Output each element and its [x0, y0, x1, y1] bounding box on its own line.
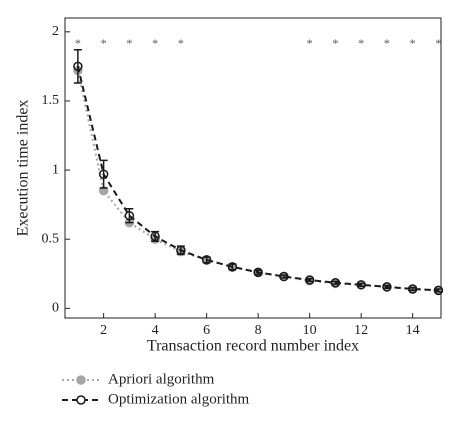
error-bar [73, 49, 82, 84]
x-tick-label: 12 [354, 323, 368, 338]
x-tick-label: 10 [303, 323, 317, 338]
series-line [76, 70, 439, 292]
significance-marker: * [307, 36, 313, 50]
data-point [382, 282, 392, 292]
error-bar [151, 230, 160, 243]
significance-marker: * [358, 36, 364, 50]
error-bar [382, 284, 391, 290]
plot-frame [64, 17, 442, 319]
data-point [407, 284, 418, 294]
error-bar [434, 288, 443, 293]
x-tick-label: 14 [406, 323, 420, 338]
x-tick-label: 8 [255, 323, 262, 338]
x-axis-label: Transaction record number index [147, 338, 359, 355]
significance-marker: * [332, 36, 338, 50]
significance-marker: * [435, 36, 441, 50]
significance-marker: * [75, 36, 81, 50]
error-bar [254, 269, 263, 276]
data-point [330, 277, 341, 288]
legend-label: Apriori algorithm [108, 371, 215, 387]
data-point [279, 271, 289, 282]
error-bar [99, 159, 108, 189]
legend-marker [76, 375, 86, 385]
significance-marker: * [101, 36, 107, 50]
data-point [98, 169, 109, 179]
data-point [176, 245, 186, 256]
y-tick-label: 0 [52, 301, 59, 316]
data-point [253, 267, 263, 278]
data-point [124, 210, 135, 221]
legend-marker [76, 395, 86, 405]
data-point [227, 262, 238, 272]
error-bar [331, 280, 340, 285]
y-tick-label: 1 [52, 162, 59, 177]
data-point [433, 285, 444, 296]
significance-marker: * [178, 36, 184, 50]
y-tick-label: 2 [52, 24, 59, 39]
significance-marker: * [384, 36, 390, 50]
data-point [73, 61, 83, 72]
data-point [356, 280, 366, 290]
legend-label: Optimization algorithm [108, 391, 250, 407]
error-bar [279, 274, 288, 279]
x-tick-label: 6 [203, 323, 210, 338]
series-line [76, 66, 439, 292]
x-tick-label: 4 [152, 323, 159, 338]
data-point [304, 275, 315, 285]
error-bar [408, 286, 417, 292]
significance-marker: * [410, 36, 416, 50]
x-tick-label: 2 [100, 323, 107, 338]
y-tick-label: 0.5 [42, 231, 60, 246]
significance-marker: * [152, 36, 158, 50]
y-tick-label: 1.5 [42, 93, 60, 108]
error-bar [357, 282, 366, 287]
y-axis-label: Execution time index [15, 100, 32, 237]
significance-marker: * [126, 36, 132, 50]
error-bar [305, 277, 314, 283]
data-point [150, 231, 160, 242]
data-point [201, 255, 212, 265]
